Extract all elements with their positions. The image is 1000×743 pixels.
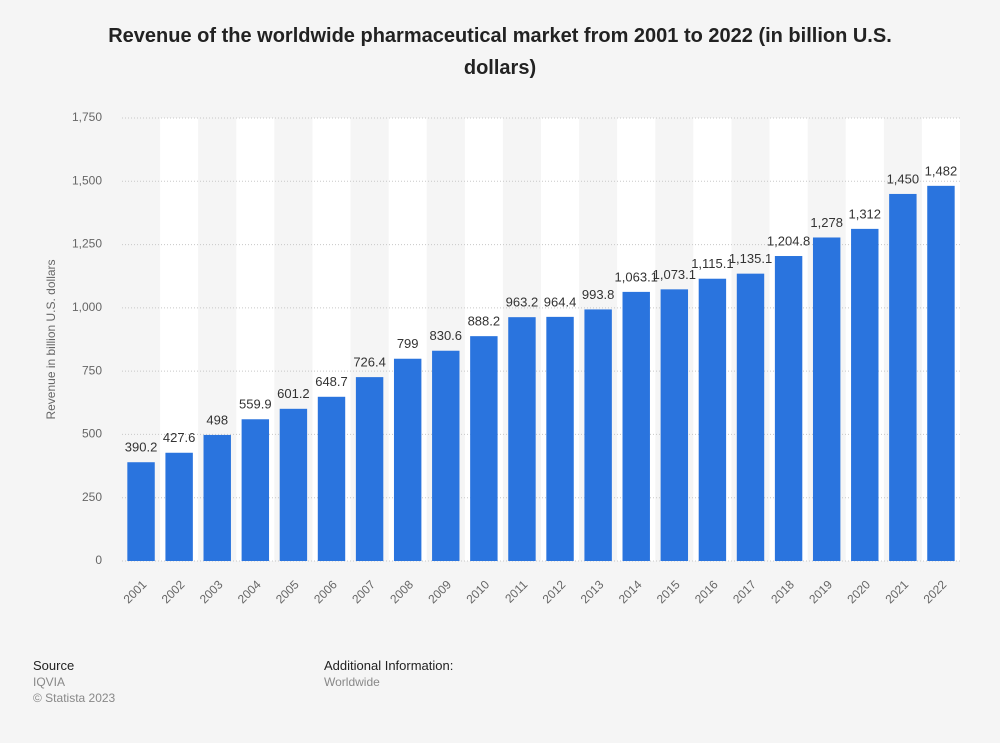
additional-info: Additional Information: Worldwide [324,658,453,690]
value-label: 1,204.8 [767,233,810,248]
value-label: 559.9 [239,397,272,412]
x-tick-label: 2006 [311,577,340,606]
x-tick-label: 2019 [806,577,835,606]
y-tick-label: 1,000 [72,300,102,314]
source: Source IQVIA © Statista 2023 [33,658,115,706]
bar [546,316,574,561]
x-tick-label: 2012 [540,577,569,606]
value-label: 427.6 [163,430,196,445]
x-tick-label: 2008 [387,577,416,606]
x-tick-label: 2017 [730,577,759,606]
x-tick-label: 2003 [197,577,226,606]
value-label: 1,135.1 [729,251,772,266]
source-title: Source [33,658,75,673]
value-label: 964.4 [544,294,577,309]
value-label: 963.2 [506,295,539,310]
y-tick-label: 1,750 [72,110,102,124]
value-label: 601.2 [277,386,310,401]
value-label: 498 [206,412,228,427]
copyright: © Statista 2023 [33,691,116,705]
bar [355,377,384,561]
y-tick-label: 1,250 [72,237,102,251]
bar [927,185,955,561]
x-tick-label: 2010 [463,577,492,606]
value-label: 1,115.1 [691,256,733,271]
bar [774,256,803,561]
y-tick-label: 1,500 [72,173,102,187]
y-tick-label: 500 [82,427,102,441]
value-label: 830.6 [429,328,462,343]
x-tick-label: 2021 [882,577,911,606]
bar [165,452,193,561]
bar [698,278,727,561]
bar [584,309,612,561]
bar [470,336,498,561]
x-tick-label: 2015 [654,577,683,606]
value-label: 993.8 [582,287,615,302]
x-tick-label: 2014 [616,577,645,606]
y-axis-label: Revenue in billion U.S. dollars [44,259,58,419]
info-title: Additional Information: [324,658,454,673]
value-label: 1,278 [810,215,843,230]
info-text: Worldwide [324,675,380,689]
value-label: 1,450 [887,171,920,186]
value-label: 1,482 [925,163,958,178]
y-tick-label: 750 [82,363,102,377]
source-text: IQVIA [33,675,66,689]
value-label: 1,312 [848,206,881,221]
x-tick-label: 2011 [502,577,530,605]
x-tick-label: 2022 [921,577,950,606]
y-tick-label: 250 [82,490,102,504]
bar [432,350,460,561]
y-tick-label: 0 [95,553,102,567]
value-label: 799 [397,336,419,351]
value-label: 1,073.1 [653,267,696,282]
value-label: 648.7 [315,374,348,389]
bar [393,358,422,561]
bar [660,289,689,561]
x-tick-label: 2001 [121,577,150,606]
value-label: 390.2 [125,440,158,455]
bar [508,317,536,561]
x-tick-label: 2002 [159,577,188,606]
bar [622,291,650,561]
bar [736,273,765,561]
x-tick-label: 2005 [273,577,302,606]
x-tick-label: 2020 [844,577,873,606]
value-label: 888.2 [468,314,501,329]
bar [241,419,270,561]
bar [317,396,346,561]
x-tick-label: 2016 [692,577,721,606]
bar [203,434,231,561]
chart-title: Revenue of the worldwide pharmaceutical … [108,25,892,79]
x-tick-label: 2013 [578,577,607,606]
bar [127,462,155,561]
x-tick-label: 2018 [768,577,797,606]
value-label: 1,063.1 [615,269,658,284]
value-label: 726.4 [353,355,386,370]
bar [812,237,841,561]
x-tick-label: 2009 [425,577,454,606]
x-tick-label: 2007 [349,577,378,606]
bar [851,228,879,561]
bar [889,193,917,561]
x-tick-label: 2004 [235,577,264,606]
bar [279,408,308,561]
